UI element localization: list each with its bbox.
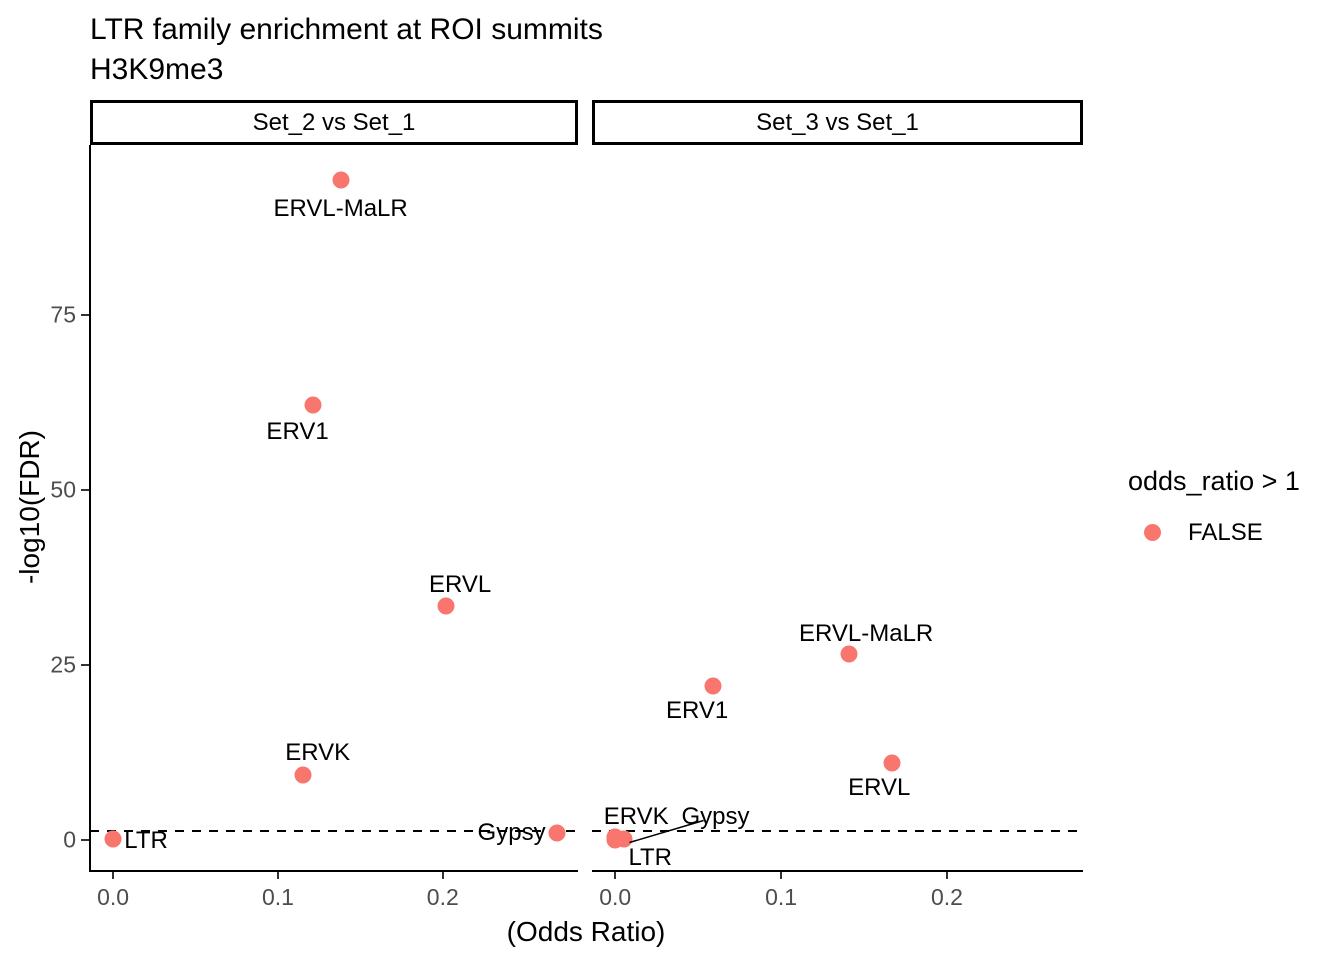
data-point-ervl [883,754,901,772]
plot-subtitle: H3K9me3 [90,53,224,86]
facet-strip-label: Set_2 vs Set_1 [252,108,416,136]
point-label-ervl: ERVL [848,773,911,801]
y-tick-label: 0 [63,826,76,853]
x-axis-line [592,870,1083,872]
legend-key-dot [1144,524,1161,541]
data-point-ervl-malr [840,645,858,663]
y-tick [81,489,89,491]
x-tick-label: 0.0 [599,884,632,910]
x-tick-label: 0.2 [930,884,963,910]
x-tick [276,872,279,879]
data-point-ervk [294,766,312,784]
data-point-ervl [437,597,455,615]
point-label-ltr: LTR [628,843,672,871]
facet-strip-set3-vs-set1: Set_3 vs Set_1 [592,100,1083,145]
facet-strip-set2-vs-set1: Set_2 vs Set_1 [90,100,578,145]
y-tick [81,314,89,317]
y-tick-label: 75 [50,301,76,328]
plot-title: LTR family enrichment at ROI summits [90,13,603,46]
significance-threshold-line [90,829,578,832]
x-tick-label: 0.0 [97,884,130,910]
y-tick-label: 25 [50,651,76,678]
x-tick [441,872,444,879]
point-label-ervl-malr: ERVL-MaLR [798,619,934,647]
x-tick [112,872,115,879]
legend-title: odds_ratio > 1 [1128,466,1300,496]
x-tick-label: 0.1 [261,884,294,910]
facet-strip-label: Set_3 vs Set_1 [756,108,919,136]
point-label-ervl-malr: ERVL-MaLR [273,194,408,222]
y-tick [81,838,89,841]
x-tick [945,872,948,879]
significance-threshold-line [592,829,1083,832]
y-axis-title: -log10(FDR) [14,429,45,585]
x-axis-title: (Odds Ratio) [506,916,666,947]
point-label-erv1: ERV1 [665,696,729,724]
x-tick [614,872,617,879]
data-point-ltr [606,831,624,849]
facet-panel-set3-vs-set1 [592,145,1083,870]
x-tick-label: 0.1 [765,884,798,910]
point-label-ervl: ERVL [428,571,492,599]
point-label-ervk: ERVK [603,802,669,830]
data-point-ervl-malr [332,171,350,189]
data-point-ltr [104,830,122,848]
y-tick-label: 50 [50,476,76,503]
legend-item-label-false: FALSE [1188,519,1263,546]
data-point-gypsy [548,824,566,842]
x-tick-label: 0.2 [426,884,459,910]
y-axis-line [89,145,91,872]
point-label-erv1: ERV1 [266,418,329,446]
point-label-ltr: LTR [124,827,168,855]
point-label-gypsy: Gypsy [681,802,750,830]
point-label-ervk: ERVK [285,738,351,766]
y-tick [81,663,89,666]
data-point-erv1 [304,396,322,414]
x-axis-line [90,870,578,872]
point-label-gypsy: Gypsy [477,818,546,846]
data-point-erv1 [704,677,722,695]
x-tick [780,872,783,879]
